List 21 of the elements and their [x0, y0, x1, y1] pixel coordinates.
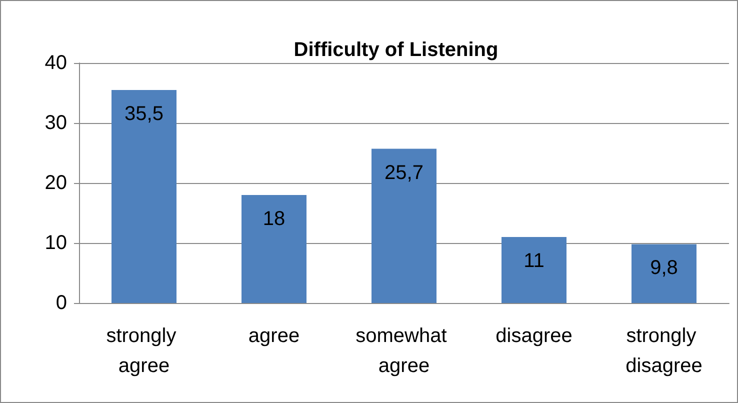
bar — [242, 195, 306, 303]
y-tick-label: 40 — [44, 52, 67, 74]
y-tick-label: 20 — [44, 172, 67, 194]
bar — [372, 148, 436, 303]
y-tick-label: 0 — [56, 292, 67, 314]
bar — [632, 244, 696, 303]
x-tick-label: somewhat agree — [356, 325, 452, 377]
x-tick-label: strongly agree — [106, 325, 182, 377]
data-label: 9,8 — [650, 257, 678, 280]
x-tick-label: agree — [248, 325, 300, 347]
x-tick-label: disagree — [496, 325, 572, 347]
x-tick-label: strongly disagree — [626, 325, 702, 377]
data-label: 25,7 — [384, 162, 424, 184]
bar — [112, 90, 176, 303]
data-label: 35,5 — [124, 103, 164, 125]
y-tick-label: 30 — [44, 112, 67, 134]
y-tick-label: 10 — [44, 232, 67, 254]
chart-title: Difficulty of Listening — [294, 39, 498, 61]
data-label: 11 — [524, 250, 544, 272]
data-label: 18 — [262, 208, 286, 230]
bar — [502, 237, 566, 303]
